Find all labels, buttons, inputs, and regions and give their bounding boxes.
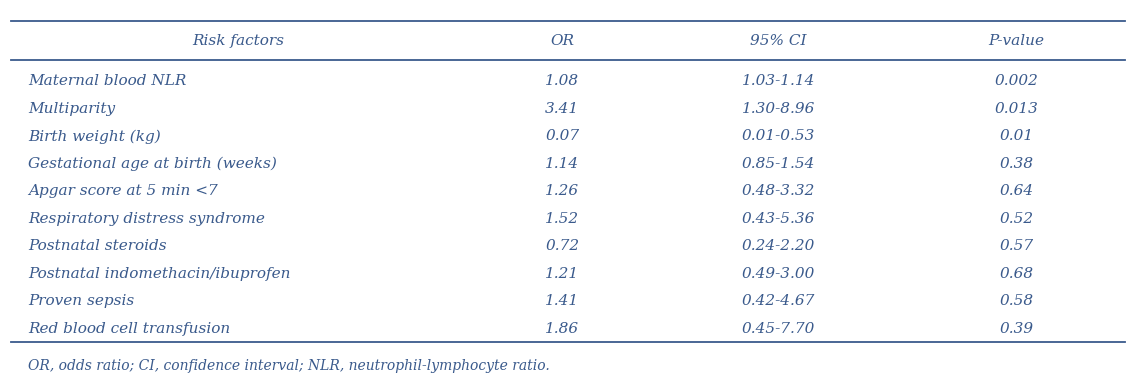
Text: 0.64: 0.64: [1000, 184, 1034, 199]
Text: Postnatal indomethacin/ibuprofen: Postnatal indomethacin/ibuprofen: [28, 267, 291, 281]
Text: 0.48-3.32: 0.48-3.32: [742, 184, 815, 199]
Text: 0.07: 0.07: [545, 129, 579, 144]
Text: OR, odds ratio; CI, confidence interval; NLR, neutrophil-lymphocyte ratio.: OR, odds ratio; CI, confidence interval;…: [28, 359, 550, 373]
Text: Respiratory distress syndrome: Respiratory distress syndrome: [28, 212, 266, 226]
Text: 0.52: 0.52: [1000, 212, 1034, 226]
Text: 0.45-7.70: 0.45-7.70: [742, 322, 815, 336]
Text: 1.52: 1.52: [545, 212, 579, 226]
Text: 0.01: 0.01: [1000, 129, 1034, 144]
Text: 95% CI: 95% CI: [750, 34, 807, 48]
Text: 0.68: 0.68: [1000, 267, 1034, 281]
Text: 1.21: 1.21: [545, 267, 579, 281]
Text: Gestational age at birth (weeks): Gestational age at birth (weeks): [28, 157, 277, 171]
Text: Birth weight (kg): Birth weight (kg): [28, 129, 161, 144]
Text: OR: OR: [550, 34, 575, 48]
Text: 0.01-0.53: 0.01-0.53: [742, 129, 815, 144]
Text: 0.24-2.20: 0.24-2.20: [742, 239, 815, 253]
Text: 1.86: 1.86: [545, 322, 579, 336]
Text: 0.85-1.54: 0.85-1.54: [742, 157, 815, 171]
Text: 1.08: 1.08: [545, 74, 579, 89]
Text: 0.72: 0.72: [545, 239, 579, 253]
Text: 0.002: 0.002: [995, 74, 1038, 89]
Text: 0.38: 0.38: [1000, 157, 1034, 171]
Text: 0.013: 0.013: [995, 102, 1038, 116]
Text: Apgar score at 5 min <7: Apgar score at 5 min <7: [28, 184, 218, 199]
Text: Red blood cell transfusion: Red blood cell transfusion: [28, 322, 231, 336]
Text: Maternal blood NLR: Maternal blood NLR: [28, 74, 186, 89]
Text: 1.14: 1.14: [545, 157, 579, 171]
Text: 0.58: 0.58: [1000, 294, 1034, 308]
Text: Postnatal steroids: Postnatal steroids: [28, 239, 167, 253]
Text: 0.57: 0.57: [1000, 239, 1034, 253]
Text: 0.42-4.67: 0.42-4.67: [742, 294, 815, 308]
Text: Multiparity: Multiparity: [28, 102, 116, 116]
Text: Risk factors: Risk factors: [193, 34, 284, 48]
Text: P-value: P-value: [988, 34, 1045, 48]
Text: 3.41: 3.41: [545, 102, 579, 116]
Text: 1.30-8.96: 1.30-8.96: [742, 102, 815, 116]
Text: 0.39: 0.39: [1000, 322, 1034, 336]
Text: 1.41: 1.41: [545, 294, 579, 308]
Text: 1.26: 1.26: [545, 184, 579, 199]
Text: Proven sepsis: Proven sepsis: [28, 294, 135, 308]
Text: 1.03-1.14: 1.03-1.14: [742, 74, 815, 89]
Text: 0.49-3.00: 0.49-3.00: [742, 267, 815, 281]
Text: 0.43-5.36: 0.43-5.36: [742, 212, 815, 226]
